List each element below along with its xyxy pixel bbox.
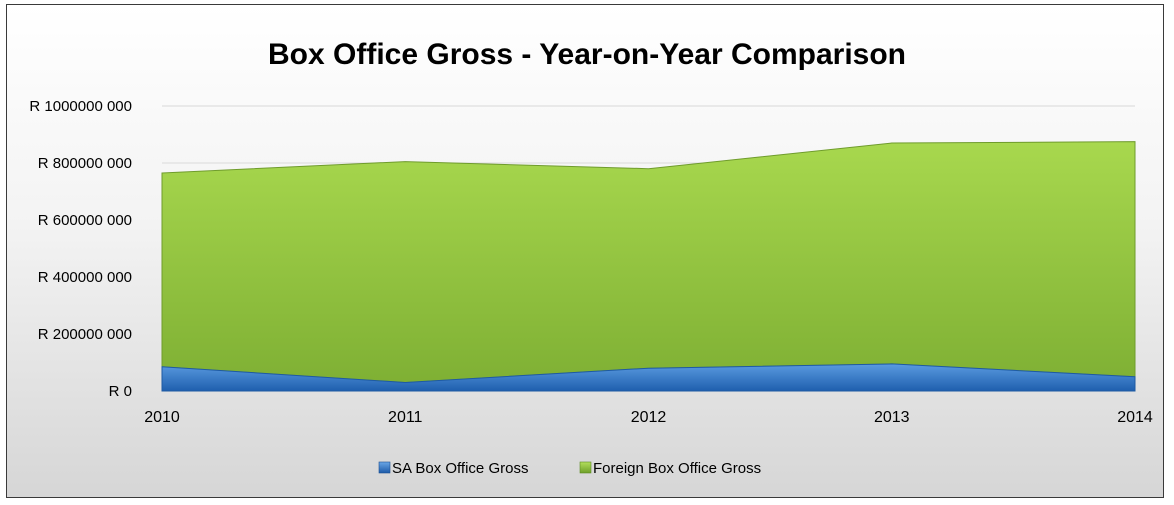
- legend-swatch-sa-box-office-gross: [378, 461, 391, 474]
- y-tick-label-2: R 400000 000: [38, 269, 132, 286]
- x-axis-tick-labels: 2010 2011 2012 2013 2014: [144, 409, 1153, 426]
- x-tick-label-2012: 2012: [631, 409, 667, 426]
- area-foreign-box-office-gross: [161, 141, 1136, 383]
- legend-label-foreign-box-office-gross: Foreign Box Office Gross: [593, 460, 761, 477]
- x-tick-label-2011: 2011: [388, 409, 423, 426]
- y-tick-label-5: R 1000000 000: [29, 98, 132, 115]
- y-tick-label-4: R 800000 000: [38, 155, 132, 172]
- legend-swatch-foreign-box-office-gross: [579, 461, 592, 474]
- area-sa-box-office-gross: [161, 363, 1136, 392]
- y-tick-label-1: R 200000 000: [38, 326, 132, 343]
- y-tick-label-0: R 0: [109, 383, 132, 400]
- legend: SA Box Office Gross Foreign Box Office G…: [378, 460, 761, 477]
- x-tick-label-2013: 2013: [874, 409, 910, 426]
- x-tick-label-2014: 2014: [1117, 409, 1153, 426]
- y-axis-tick-labels: R 0 R 200000 000 R 400000 000 R 600000 000 R…: [29, 98, 132, 400]
- chart-title: Box Office Gross - Year-on-Year Comparis…: [268, 38, 906, 71]
- y-tick-label-3: R 600000 000: [38, 212, 132, 229]
- x-tick-label-2010: 2010: [144, 409, 180, 426]
- area-series-group: [161, 141, 1136, 392]
- legend-label-sa-box-office-gross: SA Box Office Gross: [392, 460, 528, 477]
